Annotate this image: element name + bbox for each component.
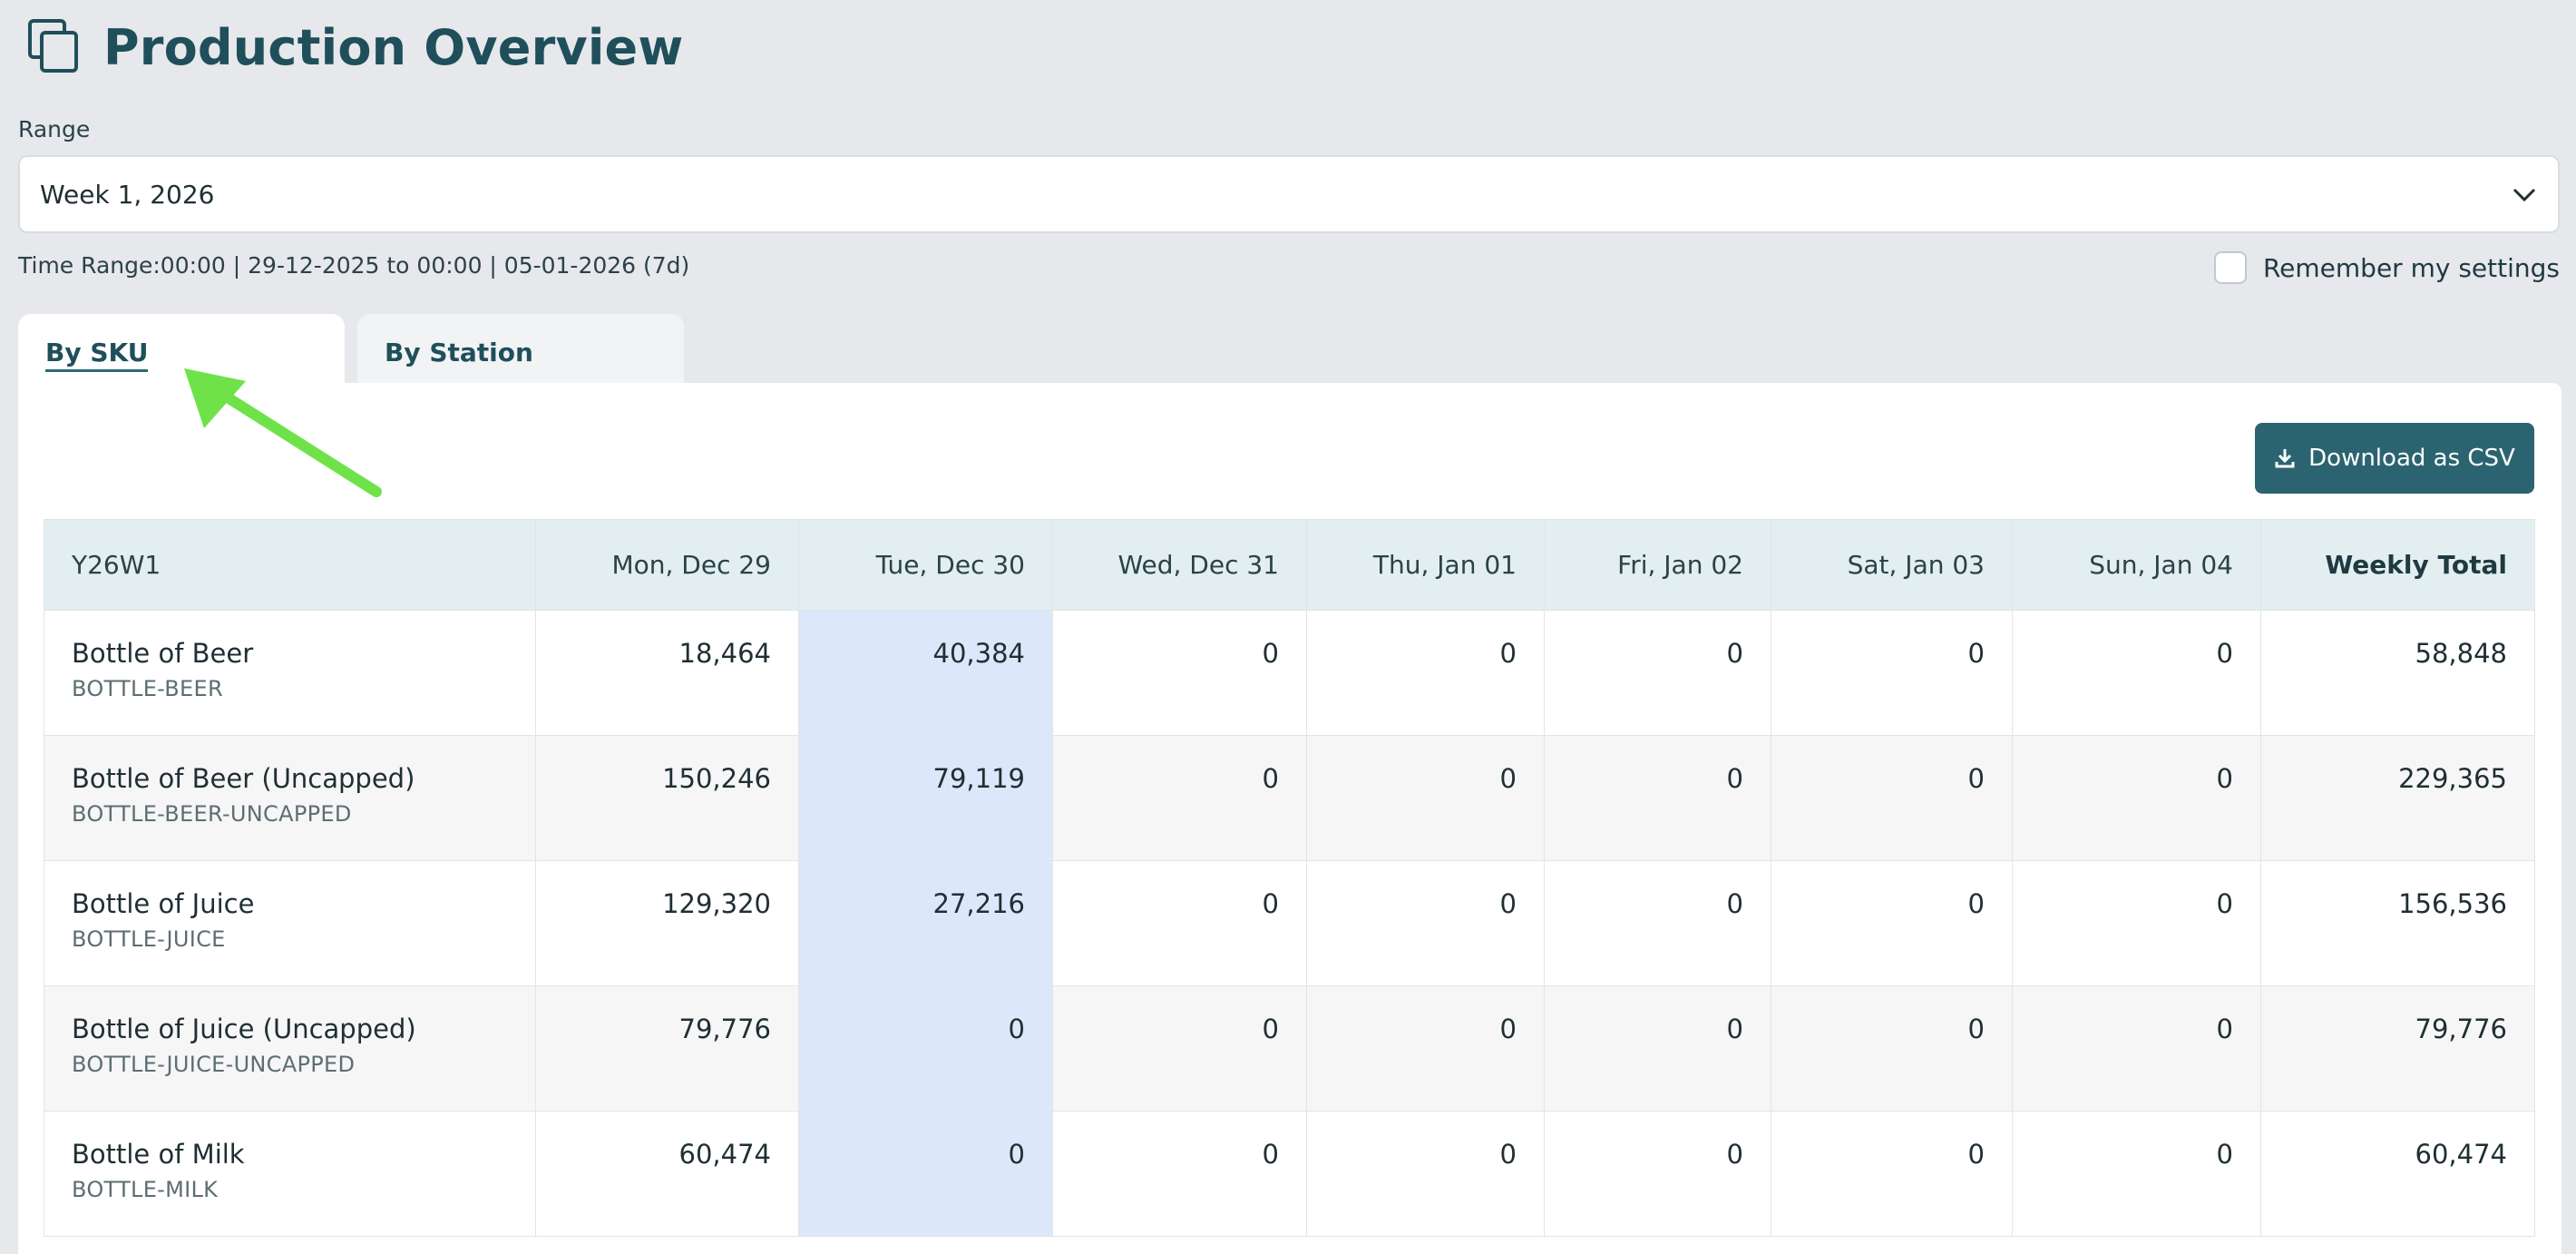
page-header: Production Overview (27, 13, 683, 82)
column-header[interactable]: Thu, Jan 01 (1306, 519, 1545, 611)
value-cell: 0 (1544, 735, 1771, 861)
annotation-arrow (184, 368, 382, 497)
value-cell: 0 (1306, 610, 1545, 736)
value-cell: 0 (798, 1111, 1053, 1237)
value-cell: 60,474 (535, 1111, 799, 1237)
value-cell: 0 (1544, 610, 1771, 736)
table-header-row: Y26W1 Mon, Dec 29 Tue, Dec 30 Wed, Dec 3… (44, 519, 2535, 611)
table-row: Bottle of Beer BOTTLE-BEER 18,464 40,384… (44, 610, 2535, 736)
column-header[interactable]: Mon, Dec 29 (535, 519, 799, 611)
column-header-total[interactable]: Weekly Total (2260, 519, 2535, 611)
sku-code: BOTTLE-BEER (72, 676, 223, 701)
table-row: Bottle of Juice BOTTLE-JUICE 129,320 27,… (44, 860, 2535, 986)
value-cell: 0 (2012, 735, 2261, 861)
value-cell: 40,384 (798, 610, 1053, 736)
table-row: Bottle of Beer (Uncapped) BOTTLE-BEER-UN… (44, 735, 2535, 861)
value-cell: 0 (1771, 1111, 2013, 1237)
total-cell: 229,365 (2260, 735, 2535, 861)
remember-label: Remember my settings (2262, 252, 2560, 283)
production-table: Y26W1 Mon, Dec 29 Tue, Dec 30 Wed, Dec 3… (44, 519, 2535, 1237)
download-icon (2274, 447, 2296, 469)
sku-name: Bottle of Juice (Uncapped) (72, 1014, 416, 1044)
column-header[interactable]: Fri, Jan 02 (1544, 519, 1771, 611)
value-cell: 0 (1771, 610, 2013, 736)
sku-code: BOTTLE-JUICE (72, 926, 226, 952)
sku-cell: Bottle of Beer (Uncapped) BOTTLE-BEER-UN… (44, 735, 536, 861)
download-csv-label: Download as CSV (2308, 445, 2515, 472)
chevron-down-icon (2511, 181, 2538, 208)
page-title: Production Overview (103, 18, 684, 76)
column-header[interactable]: Wed, Dec 31 (1052, 519, 1307, 611)
copy-icon (27, 18, 82, 76)
time-range-text: Time Range:00:00 | 29-12-2025 to 00:00 |… (18, 252, 690, 279)
sku-cell: Bottle of Juice BOTTLE-JUICE (44, 860, 536, 986)
sku-cell: Bottle of Milk BOTTLE-MILK (44, 1111, 536, 1237)
value-cell: 79,119 (798, 735, 1053, 861)
column-header[interactable]: Tue, Dec 30 (798, 519, 1053, 611)
sku-name: Bottle of Beer (Uncapped) (72, 763, 415, 794)
total-cell: 156,536 (2260, 860, 2535, 986)
value-cell: 0 (1544, 860, 1771, 986)
tab-by-station[interactable]: By Station (357, 314, 684, 383)
table-row: Bottle of Juice (Uncapped) BOTTLE-JUICE-… (44, 985, 2535, 1112)
sku-code: BOTTLE-MILK (72, 1177, 219, 1202)
value-cell: 0 (1771, 985, 2013, 1112)
remember-checkbox[interactable] (2213, 251, 2247, 284)
value-cell: 0 (1052, 985, 1307, 1112)
value-cell: 0 (2012, 610, 2261, 736)
sku-cell: Bottle of Beer BOTTLE-BEER (44, 610, 536, 736)
value-cell: 0 (1544, 985, 1771, 1112)
value-cell: 0 (1052, 1111, 1307, 1237)
remember-settings[interactable]: Remember my settings (2213, 251, 2560, 284)
value-cell: 18,464 (535, 610, 799, 736)
sku-name: Bottle of Juice (72, 888, 255, 919)
value-cell: 79,776 (535, 985, 799, 1112)
column-header[interactable]: Sat, Jan 03 (1771, 519, 2013, 611)
column-header[interactable]: Y26W1 (44, 519, 536, 611)
sku-code: BOTTLE-BEER-UNCAPPED (72, 801, 352, 827)
range-select[interactable]: Week 1, 2026 (18, 155, 2560, 233)
value-cell: 129,320 (535, 860, 799, 986)
range-select-value: Week 1, 2026 (40, 179, 215, 210)
value-cell: 0 (1052, 735, 1307, 861)
value-cell: 150,246 (535, 735, 799, 861)
total-cell: 79,776 (2260, 985, 2535, 1112)
sku-name: Bottle of Milk (72, 1139, 245, 1170)
sku-code: BOTTLE-JUICE-UNCAPPED (72, 1052, 356, 1077)
value-cell: 0 (2012, 985, 2261, 1112)
download-csv-button[interactable]: Download as CSV (2255, 423, 2534, 494)
value-cell: 0 (1306, 1111, 1545, 1237)
value-cell: 0 (1306, 735, 1545, 861)
column-header[interactable]: Sun, Jan 04 (2012, 519, 2261, 611)
total-cell: 58,848 (2260, 610, 2535, 736)
value-cell: 0 (1544, 1111, 1771, 1237)
value-cell: 0 (1052, 610, 1307, 736)
content-panel: Download as CSV Y26W1 Mon, Dec 29 Tue, D… (18, 383, 2561, 1254)
value-cell: 0 (798, 985, 1053, 1112)
tab-label: By SKU (45, 338, 149, 372)
table-row: Bottle of Milk BOTTLE-MILK 60,474 0 0 0 … (44, 1111, 2535, 1237)
value-cell: 27,216 (798, 860, 1053, 986)
range-label: Range (18, 116, 91, 142)
value-cell: 0 (2012, 1111, 2261, 1237)
value-cell: 0 (1771, 860, 2013, 986)
tab-label: By Station (385, 338, 533, 367)
value-cell: 0 (1052, 860, 1307, 986)
total-cell: 60,474 (2260, 1111, 2535, 1237)
sku-cell: Bottle of Juice (Uncapped) BOTTLE-JUICE-… (44, 985, 536, 1112)
tab-by-sku[interactable]: By SKU (18, 314, 345, 383)
value-cell: 0 (1306, 860, 1545, 986)
value-cell: 0 (1771, 735, 2013, 861)
value-cell: 0 (2012, 860, 2261, 986)
value-cell: 0 (1306, 985, 1545, 1112)
sku-name: Bottle of Beer (72, 638, 254, 669)
